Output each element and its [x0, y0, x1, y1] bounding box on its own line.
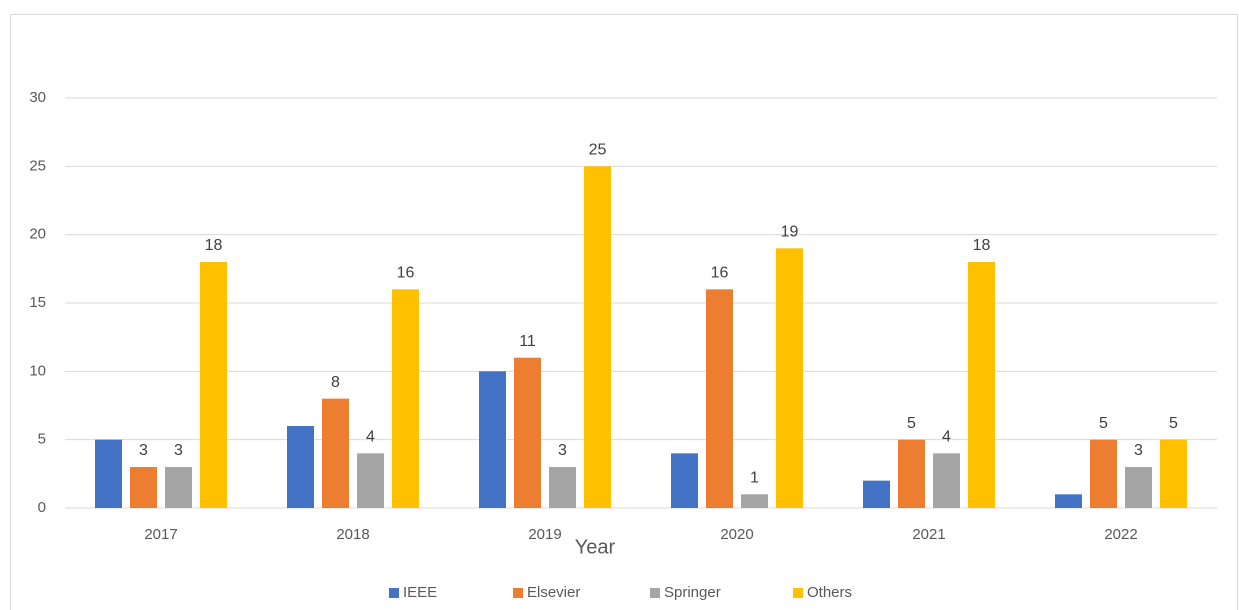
y-tick-label: 0: [38, 499, 46, 516]
bar: [706, 289, 733, 508]
bar: [1055, 494, 1082, 508]
y-tick-label: 30: [29, 89, 46, 106]
data-label: 4: [942, 429, 951, 446]
data-label: 19: [781, 224, 799, 241]
y-tick-label: 20: [29, 226, 46, 243]
bar: [322, 398, 349, 508]
y-tick-label: 15: [29, 294, 46, 311]
bar: [479, 371, 506, 508]
y-tick-label: 25: [29, 157, 46, 174]
y-tick-label: 5: [38, 431, 46, 448]
data-label: 16: [397, 265, 415, 282]
data-label: 18: [973, 237, 991, 254]
legend-label: Elsevier: [527, 584, 580, 601]
data-label: 5: [1169, 415, 1178, 432]
data-label: 5: [907, 415, 916, 432]
bar: [1125, 467, 1152, 508]
legend-label: Springer: [664, 584, 721, 601]
bar: [165, 467, 192, 508]
x-tick-label: 2018: [336, 526, 369, 543]
bar: [357, 453, 384, 508]
bar: [95, 439, 122, 508]
bar: [549, 467, 576, 508]
bar: [968, 262, 995, 508]
bar: [933, 453, 960, 508]
data-label: 4: [366, 429, 375, 446]
data-label: 16: [711, 265, 729, 282]
bar: [1090, 439, 1117, 508]
legend-swatch: [793, 588, 803, 598]
x-axis-label: Year: [575, 536, 616, 558]
x-tick-label: 2019: [528, 526, 561, 543]
data-label: 25: [589, 142, 607, 159]
x-tick-label: 2017: [144, 526, 177, 543]
x-tick-label: 2022: [1104, 526, 1137, 543]
data-label: 18: [205, 237, 223, 254]
bar: [863, 480, 890, 508]
bar: [776, 248, 803, 509]
bar: [200, 262, 227, 508]
chart-border: [10, 14, 1238, 610]
bar: [671, 453, 698, 508]
x-tick-label: 2020: [720, 526, 753, 543]
legend-label: Others: [807, 584, 852, 601]
bar: [392, 289, 419, 508]
legend-swatch: [650, 588, 660, 598]
bar: [287, 426, 314, 508]
bar: [514, 357, 541, 508]
legend-label: IEEE: [403, 584, 437, 601]
bar: [1160, 439, 1187, 508]
data-label: 8: [331, 374, 340, 391]
data-label: 5: [1099, 415, 1108, 432]
data-label: 3: [139, 442, 148, 459]
bar: [898, 439, 925, 508]
data-label: 3: [558, 442, 567, 459]
data-label: 3: [174, 442, 183, 459]
data-label: 11: [519, 333, 536, 350]
x-tick-label: 2021: [912, 526, 945, 543]
legend-swatch: [389, 588, 399, 598]
legend-swatch: [513, 588, 523, 598]
bar: [741, 494, 768, 508]
bar: [130, 467, 157, 508]
data-label: 1: [750, 470, 759, 487]
y-tick-label: 10: [29, 362, 46, 379]
bar: [584, 166, 611, 509]
data-label: 3: [1134, 442, 1143, 459]
